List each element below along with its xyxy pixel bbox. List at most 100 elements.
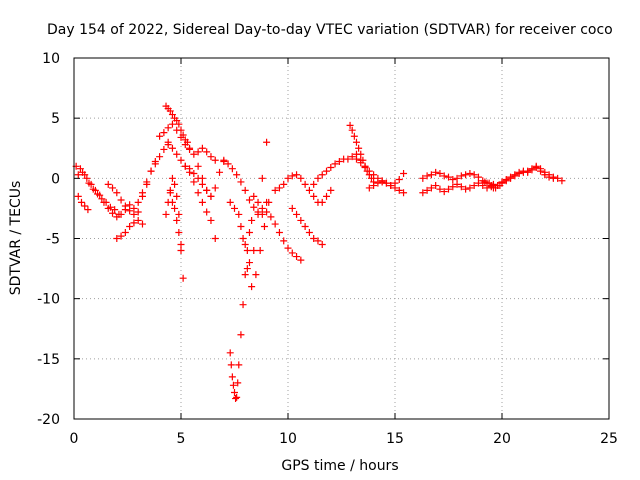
data-point xyxy=(76,165,84,173)
data-point xyxy=(519,167,527,175)
data-point xyxy=(260,222,268,230)
data-point xyxy=(203,148,211,156)
data-point xyxy=(207,153,215,161)
series-arc09 xyxy=(156,120,219,164)
data-point xyxy=(241,186,249,194)
data-point xyxy=(427,171,435,179)
data-point xyxy=(301,222,309,230)
y-tick-label: -15 xyxy=(37,352,60,368)
data-point xyxy=(271,186,279,194)
data-point xyxy=(502,176,510,184)
series-arc14 xyxy=(194,157,228,200)
data-point xyxy=(440,188,448,196)
data-point xyxy=(111,206,119,214)
data-point xyxy=(297,256,305,264)
data-point xyxy=(181,162,189,170)
x-tick-label: 20 xyxy=(493,431,511,447)
data-point xyxy=(181,141,189,149)
data-point xyxy=(243,247,251,255)
data-point xyxy=(173,126,181,134)
series-arc25 xyxy=(365,170,408,192)
data-point xyxy=(250,203,258,211)
data-point xyxy=(232,395,240,403)
data-point xyxy=(327,164,335,172)
data-point xyxy=(239,301,247,309)
x-tick-labels: 0 5 10 15 20 25 xyxy=(70,431,618,447)
data-point xyxy=(117,196,125,204)
data-point xyxy=(228,373,236,381)
data-point xyxy=(318,171,326,179)
series-arc29 xyxy=(489,164,557,192)
data-point xyxy=(175,228,183,236)
data-point xyxy=(483,184,491,192)
data-point xyxy=(305,228,313,236)
data-point xyxy=(352,155,360,163)
chart-title: Day 154 of 2022, Sidereal Day-to-day VTE… xyxy=(47,22,613,38)
data-point xyxy=(231,389,238,397)
data-point xyxy=(498,178,506,186)
y-tick-label: 5 xyxy=(51,111,60,127)
data-point xyxy=(84,206,92,214)
data-point xyxy=(121,228,129,236)
data-point xyxy=(109,209,117,217)
data-point xyxy=(545,173,553,181)
data-point xyxy=(419,174,427,182)
data-point xyxy=(254,210,262,218)
series-arc13 xyxy=(181,162,219,242)
y-tick-label: -20 xyxy=(37,412,60,428)
data-point xyxy=(134,216,142,224)
data-point xyxy=(117,232,125,240)
data-point xyxy=(365,184,373,192)
data-point xyxy=(378,178,386,186)
data-point xyxy=(245,228,253,236)
data-point xyxy=(228,165,236,173)
data-point xyxy=(162,210,170,218)
data-point xyxy=(87,180,95,188)
data-point xyxy=(357,159,365,167)
data-point xyxy=(432,182,440,190)
data-point xyxy=(164,124,172,132)
data-point xyxy=(293,210,301,218)
series-arc24 xyxy=(352,155,408,197)
data-point xyxy=(130,210,138,218)
data-point xyxy=(175,120,183,128)
data-point xyxy=(83,174,91,182)
data-point xyxy=(323,192,331,200)
data-point xyxy=(301,180,309,188)
data-point xyxy=(233,171,241,179)
data-point xyxy=(151,157,159,165)
data-point xyxy=(387,182,395,190)
data-point xyxy=(96,191,104,199)
series-arc04 xyxy=(104,180,142,218)
data-point xyxy=(466,170,474,178)
data-point xyxy=(237,331,245,339)
data-point xyxy=(79,168,87,176)
data-point xyxy=(160,129,168,137)
data-point xyxy=(357,150,365,158)
y-tick-label: -10 xyxy=(37,292,60,308)
data-point xyxy=(186,168,194,176)
data-point xyxy=(179,274,187,282)
data-point xyxy=(252,271,260,279)
x-tick-label: 15 xyxy=(386,431,404,447)
data-point xyxy=(211,156,219,164)
data-point xyxy=(284,244,292,252)
data-point xyxy=(91,186,99,194)
data-point xyxy=(293,253,301,261)
data-point xyxy=(267,213,275,221)
data-point xyxy=(113,235,121,242)
data-point xyxy=(134,208,142,216)
series-arc06 xyxy=(130,138,172,212)
data-point xyxy=(121,202,129,210)
data-point xyxy=(367,174,375,182)
series-arc05 xyxy=(113,216,146,242)
data-point xyxy=(207,192,215,200)
data-point xyxy=(297,216,305,224)
data-point xyxy=(74,171,82,179)
data-point xyxy=(344,155,352,163)
data-point xyxy=(177,156,185,164)
data-point xyxy=(227,361,235,369)
data-point xyxy=(241,241,249,249)
data-point xyxy=(245,259,253,267)
